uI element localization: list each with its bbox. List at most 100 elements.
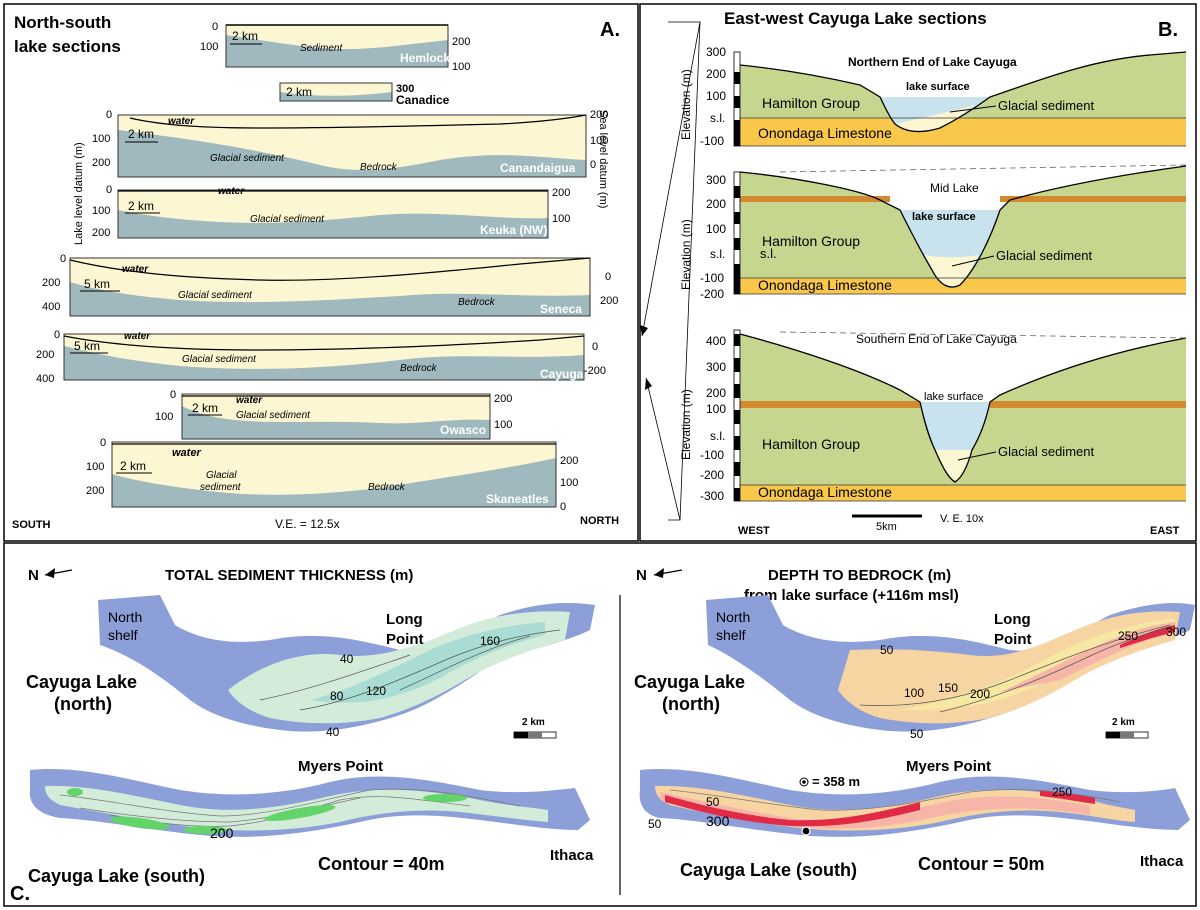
svg-text:2 km: 2 km [522, 717, 545, 728]
svg-text:from lake surface (+116m msl): from lake surface (+116m msl) [744, 587, 959, 604]
south-end-section: 400 300 200 100 s.l. -100 -200 -300 Elev… [679, 329, 1187, 503]
svg-text:300: 300 [706, 360, 726, 374]
svg-text:water: water [122, 264, 149, 275]
svg-text:200: 200 [494, 393, 512, 405]
svg-text:300: 300 [396, 83, 414, 95]
svg-text:Long: Long [994, 611, 1031, 628]
svg-text:200: 200 [92, 157, 110, 169]
svg-text:Glacial sediment: Glacial sediment [182, 354, 257, 365]
svg-text:-200: -200 [584, 365, 606, 377]
svg-text:100: 100 [552, 213, 570, 225]
canandaigua-section: water 2 km Glacial sediment Bedrock Cana… [92, 109, 608, 178]
svg-text:water: water [172, 447, 201, 459]
lake-name-canadice: Canadice [396, 93, 450, 107]
svg-text:40: 40 [326, 725, 340, 739]
svg-text:Elevation (m): Elevation (m) [679, 389, 693, 460]
svg-text:N: N [28, 567, 39, 584]
svg-text:200: 200 [86, 485, 104, 497]
svg-text:200: 200 [590, 109, 608, 121]
svg-text:Onondaga Limestone: Onondaga Limestone [758, 277, 892, 293]
svg-text:water: water [124, 331, 151, 342]
svg-text:100: 100 [706, 402, 726, 416]
south-end-title: Southern End of Lake Cayuga [856, 332, 1017, 346]
svg-text:Glacial sediment: Glacial sediment [998, 98, 1094, 113]
svg-text:-200: -200 [700, 287, 724, 301]
svg-text:300: 300 [706, 45, 726, 59]
owasco-section: water 2 km Glacial sediment Owasco 0 100… [155, 389, 512, 440]
lake-name-canandaigua: Canandaigua [500, 161, 576, 175]
panel-b-letter: B. [1158, 19, 1178, 41]
svg-text:Bedrock: Bedrock [458, 297, 496, 308]
svg-text:100: 100 [590, 135, 608, 147]
svg-text:200: 200 [706, 197, 726, 211]
svg-text:200: 200 [560, 455, 578, 467]
svg-text:120: 120 [366, 684, 386, 698]
svg-text:(north): (north) [54, 694, 112, 714]
svg-text:Ithaca: Ithaca [1140, 853, 1184, 870]
panel-b-title: East-west Cayuga Lake sections [724, 9, 987, 28]
svg-text:100: 100 [904, 686, 924, 700]
panel-c: C. TOTAL SEDIMENT THICKNESS (m) N North … [10, 567, 1195, 905]
svg-text:300: 300 [706, 173, 726, 187]
svg-text:Elevation (m): Elevation (m) [679, 219, 693, 290]
svg-text:150: 150 [938, 681, 958, 695]
mid-lake-title: Mid Lake [930, 181, 979, 195]
svg-text:(north): (north) [662, 694, 720, 714]
svg-text:50: 50 [910, 727, 924, 741]
svg-text:0: 0 [605, 271, 611, 283]
svg-text:Glacial sediment: Glacial sediment [250, 214, 325, 225]
svg-text:200: 200 [210, 825, 234, 841]
svg-text:2 km: 2 km [192, 401, 218, 415]
mid-lake-section: 300 200 100 s.l. -100 -200 Elevation (m)… [679, 164, 1187, 301]
svg-text:-300: -300 [700, 489, 724, 503]
svg-text:5 km: 5 km [84, 277, 110, 291]
svg-text:0: 0 [106, 184, 112, 196]
svg-text:100: 100 [86, 461, 104, 473]
svg-text:0: 0 [60, 253, 66, 265]
hemlock-section: 0 100 200 100 2 km Sediment Hemlock [200, 21, 470, 73]
svg-text:Myers Point: Myers Point [298, 758, 383, 775]
svg-text:200: 200 [706, 67, 726, 81]
svg-text:0: 0 [106, 109, 112, 121]
sea-level-datum-label: Sea level datum (m) [597, 110, 609, 208]
svg-text:100: 100 [560, 477, 578, 489]
svg-text:Bedrock: Bedrock [400, 363, 438, 374]
north-label: NORTH [580, 515, 619, 527]
svg-text:0: 0 [590, 159, 596, 171]
svg-text:100: 100 [494, 419, 512, 431]
scale-5km: 5km [876, 521, 897, 533]
svg-text:-100: -100 [700, 271, 724, 285]
svg-text:2 km: 2 km [1112, 717, 1135, 728]
svg-text:Cayuga Lake (south): Cayuga Lake (south) [680, 860, 857, 880]
east-label: EAST [1150, 525, 1180, 537]
panel-a-title-1: North-south [14, 13, 111, 32]
svg-text:lake surface: lake surface [912, 211, 976, 223]
svg-text:200: 200 [92, 227, 110, 239]
cayuga-section: water 5 km Glacial sediment Bedrock Cayu… [36, 329, 606, 385]
svg-text:250: 250 [1118, 629, 1138, 643]
svg-text:200: 200 [552, 187, 570, 199]
lake-name-cayuga: Cayuga [540, 367, 584, 381]
lake-name-hemlock: Hemlock [400, 51, 450, 65]
svg-text:100: 100 [706, 89, 726, 103]
svg-text:water: water [168, 116, 195, 127]
svg-text:2 km: 2 km [120, 459, 146, 473]
lake-name-keuka: Keuka (NW) [480, 223, 547, 237]
svg-text:200: 200 [42, 277, 60, 289]
svg-text:Hamilton Group: Hamilton Group [762, 95, 860, 111]
svg-text:lake surface: lake surface [906, 81, 970, 93]
svg-text:Hamilton Group: Hamilton Group [762, 233, 860, 249]
svg-text:North: North [716, 609, 750, 625]
sediment-thickness-maps: TOTAL SEDIMENT THICKNESS (m) N North she… [26, 567, 595, 886]
svg-text:Elevation (m): Elevation (m) [679, 69, 693, 140]
svg-text:50: 50 [706, 795, 720, 809]
canadice-section: 2 km 300 Canadice [279, 82, 450, 107]
svg-text:N: N [636, 567, 647, 584]
lake-level-datum-label: Lake level datum (m) [73, 142, 85, 245]
svg-text:s.l.: s.l. [760, 246, 777, 261]
svg-text:Long: Long [386, 611, 423, 628]
svg-text:s.l.: s.l. [710, 429, 725, 443]
svg-text:100: 100 [155, 411, 173, 423]
svg-text:Myers Point: Myers Point [906, 758, 991, 775]
